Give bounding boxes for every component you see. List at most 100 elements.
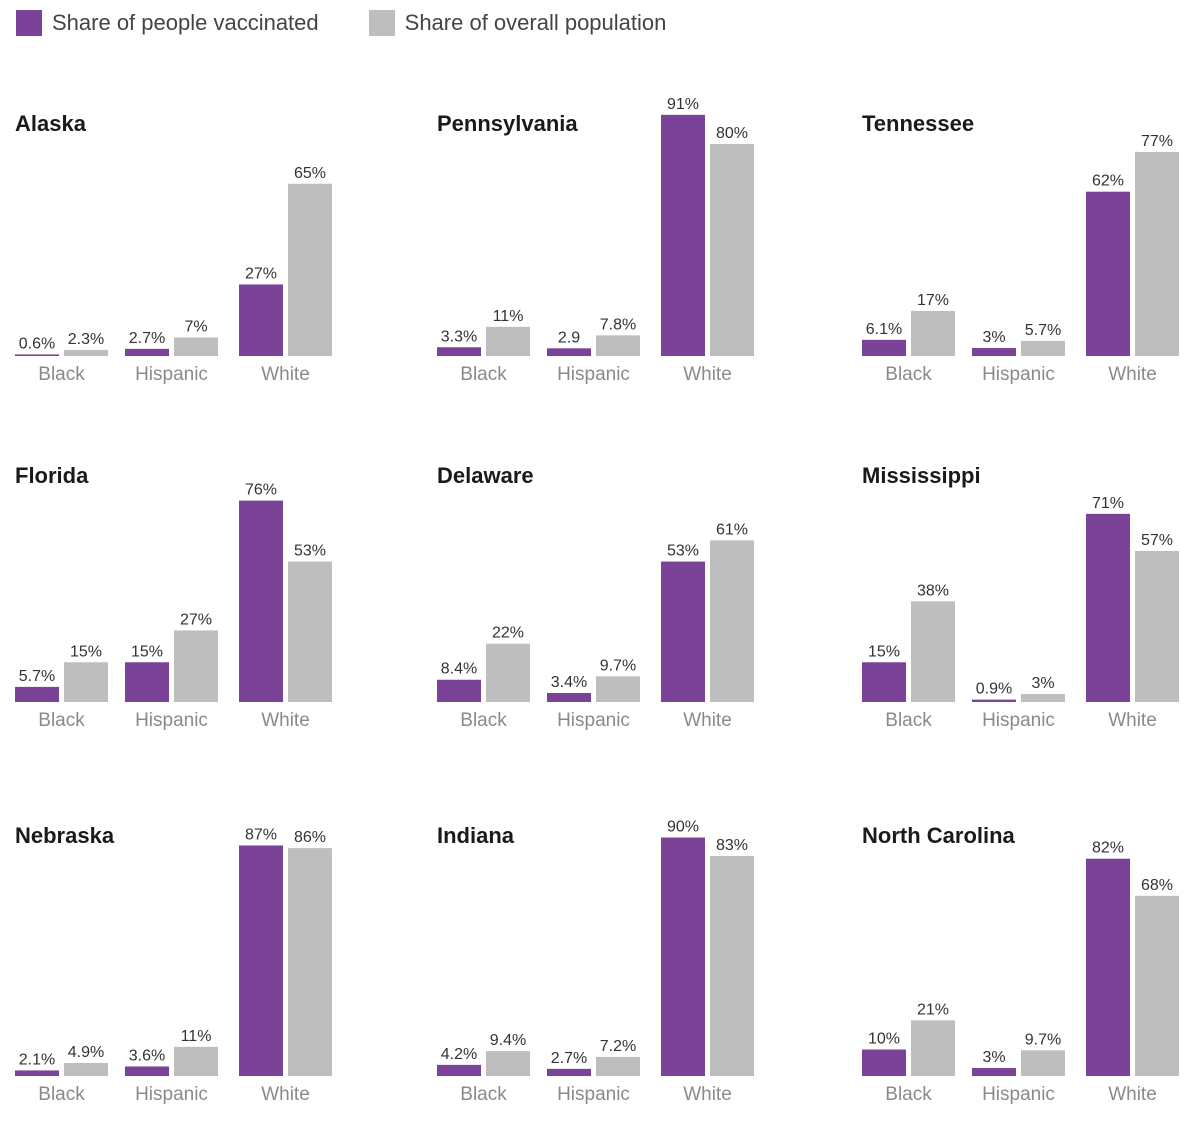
value-label-vaccinated: 82% (1092, 840, 1124, 857)
bar-vaccinated (862, 1050, 906, 1077)
value-label-population: 7.8% (600, 316, 636, 333)
bar-vaccinated (547, 348, 591, 356)
value-label-population: 7.2% (600, 1038, 636, 1055)
bar-population (174, 1047, 218, 1076)
state-title: Alaska (15, 111, 87, 136)
value-label-vaccinated: 2.7% (551, 1050, 587, 1067)
value-label-population: 61% (716, 521, 748, 538)
bar-population (596, 676, 640, 702)
value-label-population: 9.7% (1025, 1031, 1061, 1048)
value-label-population: 7% (184, 318, 207, 335)
bar-vaccinated (547, 1069, 591, 1076)
value-label-population: 83% (716, 837, 748, 854)
value-label-vaccinated: 3% (982, 1049, 1005, 1066)
value-label-population: 2.3% (68, 331, 104, 348)
bar-vaccinated (1086, 192, 1130, 356)
category-label: White (1108, 1084, 1157, 1105)
bar-vaccinated (15, 1070, 59, 1076)
bar-population (288, 848, 332, 1076)
value-label-population: 15% (70, 643, 102, 660)
value-label-vaccinated: 2.7% (129, 330, 165, 347)
bar-population (1135, 896, 1179, 1076)
value-label-vaccinated: 3% (982, 329, 1005, 346)
state-title: Indiana (437, 823, 515, 848)
value-label-vaccinated: 6.1% (866, 321, 902, 338)
category-label: Hispanic (557, 364, 630, 385)
state-title: Mississippi (862, 463, 981, 488)
category-label: Hispanic (557, 710, 630, 731)
bar-vaccinated (661, 838, 705, 1077)
bar-population (486, 1051, 530, 1076)
value-label-population: 9.7% (600, 657, 636, 674)
value-label-population: 3% (1031, 675, 1054, 692)
state-chart-indiana: Indiana 4.2% 9.4% Black 2.7% 7.2% Hispanic 90% 8… (437, 819, 754, 1106)
value-label-vaccinated: 3.6% (129, 1047, 165, 1064)
value-label-vaccinated: 87% (245, 826, 277, 843)
category-label: White (1108, 710, 1157, 731)
bar-population (596, 1057, 640, 1076)
value-label-population: 68% (1141, 877, 1173, 894)
category-label: Black (460, 364, 507, 385)
value-label-vaccinated: 2.1% (19, 1051, 55, 1068)
bar-population (174, 337, 218, 356)
category-label: White (261, 364, 310, 385)
state-title: Nebraska (15, 823, 115, 848)
bar-vaccinated (239, 284, 283, 356)
state-chart-alaska: Alaska 0.6% 2.3% Black 2.7% 7% Hispanic 27% 65% W… (15, 111, 332, 385)
state-chart-north-carolina: North Carolina10%21%Black3%9.7%Hispanic8… (862, 823, 1179, 1105)
value-label-vaccinated: 3.3% (441, 328, 477, 345)
bar-population (1021, 694, 1065, 702)
category-label: Hispanic (982, 364, 1055, 385)
bar-population (288, 184, 332, 356)
value-label-vaccinated: 62% (1092, 173, 1124, 190)
value-label-vaccinated: 4.2% (441, 1046, 477, 1063)
category-label: Hispanic (557, 1084, 630, 1105)
category-label: Hispanic (135, 710, 208, 731)
state-title: Delaware (437, 463, 534, 488)
value-label-population: 77% (1141, 133, 1173, 150)
bar-population (596, 335, 640, 356)
value-label-vaccinated: 76% (245, 482, 277, 499)
value-label-population: 57% (1141, 532, 1173, 549)
bar-population (911, 601, 955, 702)
bar-population (288, 562, 332, 702)
bar-vaccinated (239, 501, 283, 702)
state-chart-pennsylvania: Pennsylvania 3.3% 11% Black 2.9 7.8% Hispanic 9… (437, 96, 754, 385)
value-label-vaccinated: 15% (131, 643, 163, 660)
bar-population (486, 327, 530, 356)
bar-vaccinated (972, 700, 1016, 702)
value-label-population: 53% (294, 543, 326, 560)
bar-population (1135, 551, 1179, 702)
category-label: Black (885, 364, 932, 385)
state-chart-delaware: Delaware8.4%22%Black3.4%9.7%Hispanic53%6… (437, 463, 754, 731)
value-label-vaccinated: 53% (667, 543, 699, 560)
value-label-vaccinated: 3.4% (551, 674, 587, 691)
state-title: Tennessee (862, 111, 974, 136)
bar-vaccinated (862, 662, 906, 702)
category-label: White (683, 364, 732, 385)
value-label-population: 9.4% (490, 1032, 526, 1049)
value-label-population: 38% (917, 582, 949, 599)
state-chart-nebraska: Nebraska2.1% 4.9%Black3.6%11%Hispanic87% 8… (15, 823, 332, 1105)
value-label-vaccinated: 5.7% (19, 668, 55, 685)
category-label: Hispanic (135, 1084, 208, 1105)
category-label: White (683, 710, 732, 731)
value-label-population: 86% (294, 829, 326, 846)
bar-vaccinated (972, 1068, 1016, 1076)
bar-population (911, 1020, 955, 1076)
category-label: Black (885, 710, 932, 731)
bar-population (710, 144, 754, 356)
chart-grid: Alaska0.6% 2.3%Black2.7%7%Hispanic27%65%W… (0, 0, 1200, 1129)
bar-vaccinated (437, 680, 481, 702)
category-label: Black (460, 1084, 507, 1105)
category-label: Hispanic (982, 710, 1055, 731)
bar-vaccinated (437, 347, 481, 356)
value-label-vaccinated: 91% (667, 96, 699, 113)
bar-population (64, 662, 108, 702)
value-label-population: 4.9% (68, 1044, 104, 1061)
state-chart-tennessee: Tennessee6.1%17%Black3% 5.7%Hispanic62%77… (862, 111, 1179, 385)
value-label-vaccinated: 0.9% (976, 681, 1012, 698)
category-label: Hispanic (135, 364, 208, 385)
value-label-vaccinated: 71% (1092, 495, 1124, 512)
value-label-vaccinated: 90% (667, 819, 699, 836)
